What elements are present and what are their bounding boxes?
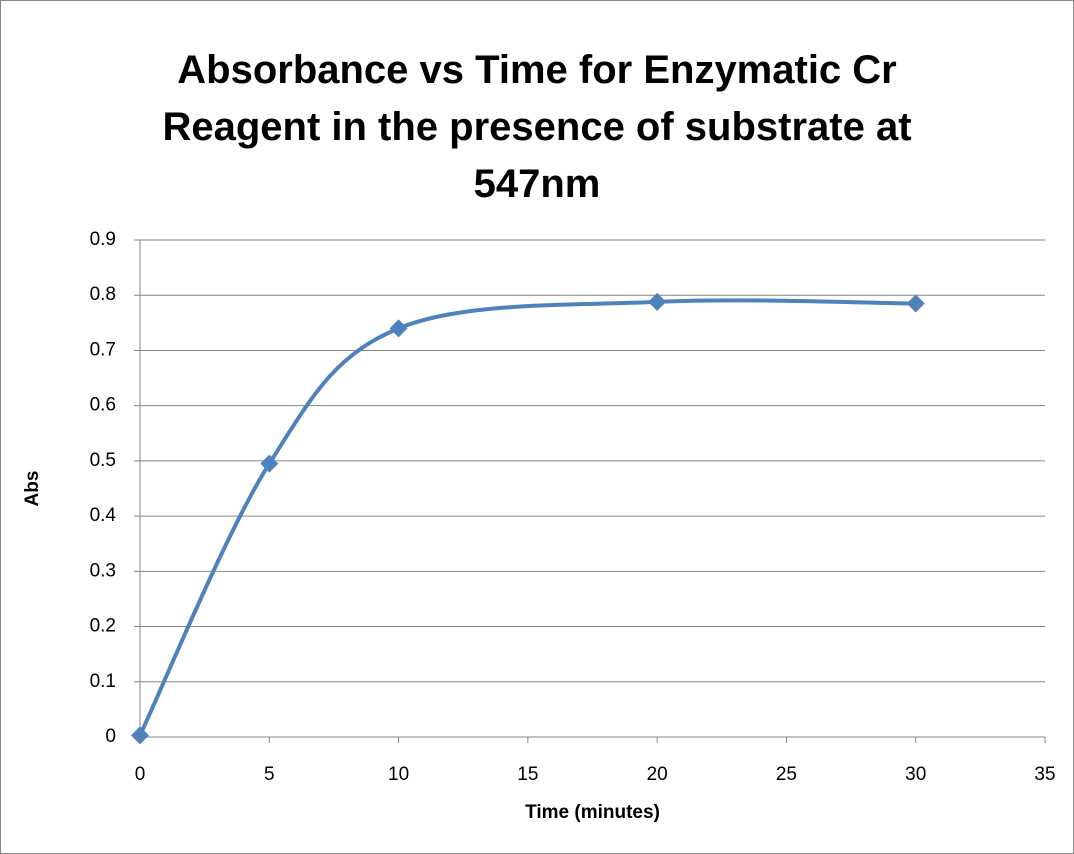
data-point	[260, 454, 279, 473]
x-tick-label: 0	[135, 764, 146, 785]
data-point	[389, 319, 408, 338]
y-tick-label: 0.5	[90, 450, 116, 471]
y-tick-label: 0.6	[90, 395, 116, 416]
y-tick-label: 0.8	[90, 284, 116, 305]
x-axis-label: Time (minutes)	[525, 802, 660, 823]
y-tick-label: 0.2	[90, 616, 116, 637]
x-tick-label: 15	[517, 764, 538, 785]
x-tick-label: 30	[905, 764, 926, 785]
data-point	[131, 726, 149, 745]
data-point	[906, 294, 925, 313]
y-tick-label: 0.3	[90, 560, 116, 581]
x-tick-label: 25	[776, 764, 797, 785]
x-tick-label: 20	[647, 764, 668, 785]
y-tick-label: 0.1	[90, 671, 116, 692]
x-tick-label: 5	[264, 764, 275, 785]
y-tick-label: 0.4	[90, 505, 117, 526]
chart-title: Absorbance vs Time for Enzymatic Cr Reag…	[162, 48, 912, 206]
y-tick-label: 0.7	[90, 339, 116, 360]
x-tick-label: 10	[388, 764, 409, 785]
y-tick-label: 0	[105, 726, 116, 747]
y-tick-label: 0.9	[90, 229, 116, 250]
data-point	[648, 292, 667, 311]
y-axis-label: Abs	[22, 471, 43, 507]
x-tick-label: 35	[1034, 764, 1055, 785]
